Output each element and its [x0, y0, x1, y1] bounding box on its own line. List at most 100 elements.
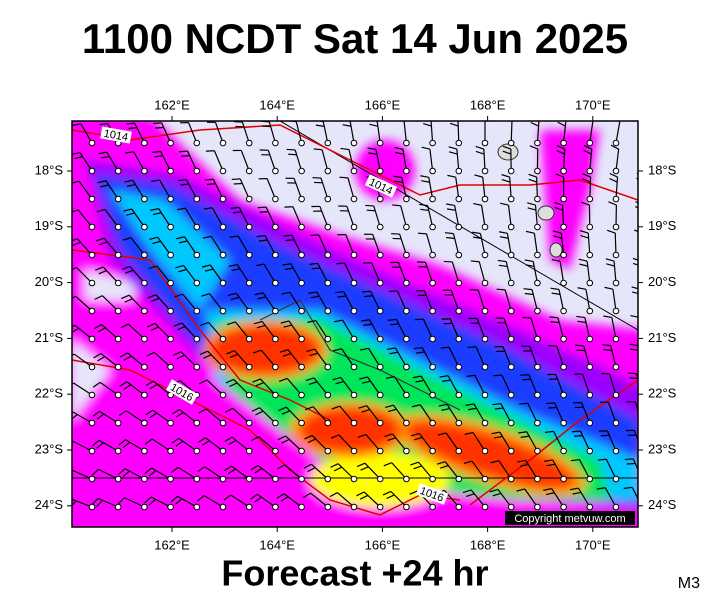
barb-station: [587, 224, 593, 230]
barb-station: [508, 168, 514, 174]
barb-station: [508, 196, 514, 202]
barb-station: [587, 252, 593, 258]
lon-label: 170°E: [575, 97, 611, 112]
barb-staff: [642, 121, 647, 143]
copyright: Copyright metvuw.com: [514, 513, 625, 525]
lat-label: 22°S: [648, 386, 677, 401]
barb-station: [639, 392, 646, 399]
barb-station: [403, 140, 409, 146]
barb-station: [377, 140, 383, 146]
lat-label: 21°S: [35, 330, 64, 345]
lat-label: 21°S: [648, 330, 677, 345]
barb-station: [639, 336, 645, 342]
lon-label: 164°E: [259, 537, 295, 552]
barb-station: [482, 252, 489, 259]
barb-station: [639, 419, 646, 426]
lon-label: 166°E: [365, 537, 401, 552]
lon-label: 162°E: [154, 537, 190, 552]
barb-station: [535, 168, 541, 174]
barb-staff: [642, 149, 645, 171]
barb-station: [429, 168, 435, 174]
barb-station: [587, 280, 593, 286]
barb-station: [534, 140, 540, 146]
barb-station: [429, 196, 435, 202]
barb-feather: [638, 122, 646, 127]
barb-staff: [641, 261, 642, 283]
barb-station: [508, 252, 514, 258]
lon-label: 168°E: [470, 97, 506, 112]
lat-label: 23°S: [35, 441, 64, 456]
barb-station: [508, 140, 514, 146]
barb-station: [508, 224, 514, 230]
barb-station: [613, 168, 619, 174]
barb-station: [560, 280, 566, 286]
barb-station: [534, 224, 540, 230]
barb-station: [561, 168, 567, 174]
barb-station: [587, 196, 593, 202]
barb-station: [639, 196, 645, 202]
barb-station: [613, 252, 619, 258]
lat-label: 24°S: [648, 497, 677, 512]
barb-station: [587, 168, 593, 174]
lat-label: 23°S: [648, 441, 677, 456]
barb-station: [482, 168, 488, 174]
barb-staff: [642, 177, 644, 199]
barb-station: [560, 308, 567, 315]
barb-station: [534, 252, 540, 258]
model-label: M3: [678, 575, 700, 592]
barb-station: [587, 308, 593, 314]
lat-label: 19°S: [35, 218, 64, 233]
barb-station: [587, 140, 593, 146]
barb-feather: [66, 469, 72, 478]
barb-staff: [642, 205, 643, 227]
barb-station: [639, 447, 646, 454]
barb-feather: [638, 145, 646, 149]
barb-station: [535, 196, 541, 202]
lat-label: 24°S: [35, 497, 64, 512]
barb-station: [561, 252, 567, 258]
barb-station: [561, 196, 567, 202]
lat-label: 20°S: [35, 274, 64, 289]
barb-station: [561, 224, 567, 230]
lon-label: 164°E: [259, 97, 295, 112]
barb-station: [482, 224, 488, 230]
barb-station: [456, 140, 462, 146]
lat-label: 20°S: [648, 274, 677, 289]
barb-feather: [639, 117, 647, 122]
barb-station: [324, 140, 331, 147]
barb-station: [534, 280, 541, 287]
barb-station: [613, 196, 619, 202]
barb-staff: [639, 317, 642, 339]
barb-station: [613, 308, 619, 314]
barb-station: [403, 196, 410, 203]
lon-label: 168°E: [470, 537, 506, 552]
barb-station: [639, 252, 645, 258]
barb-station: [456, 168, 462, 174]
barb-station: [639, 364, 646, 371]
barb-station: [482, 196, 488, 202]
barb-station: [351, 140, 357, 146]
barb-station: [639, 308, 645, 314]
barb-station: [403, 168, 409, 174]
lon-label: 170°E: [575, 537, 611, 552]
barb-station: [613, 336, 620, 343]
barb-station: [639, 140, 646, 147]
barb-station: [456, 196, 462, 202]
lon-label: 162°E: [154, 97, 190, 112]
title: 1100 NCDT Sat 14 Jun 2025: [82, 15, 628, 62]
lon-label: 166°E: [365, 97, 401, 112]
barb-station: [561, 140, 567, 146]
forecast-label: Forecast +24 hr: [221, 553, 488, 594]
barb-station: [377, 168, 384, 175]
lat-label: 22°S: [35, 386, 64, 401]
barb-station: [430, 140, 436, 146]
barb-station: [613, 280, 619, 286]
barb-station: [613, 140, 619, 146]
barb-station: [613, 224, 619, 230]
lat-label: 18°S: [648, 162, 677, 177]
barb-station: [482, 140, 488, 146]
barb-staff: [640, 289, 642, 311]
barb-station: [456, 224, 463, 231]
barb-station: [639, 475, 646, 482]
